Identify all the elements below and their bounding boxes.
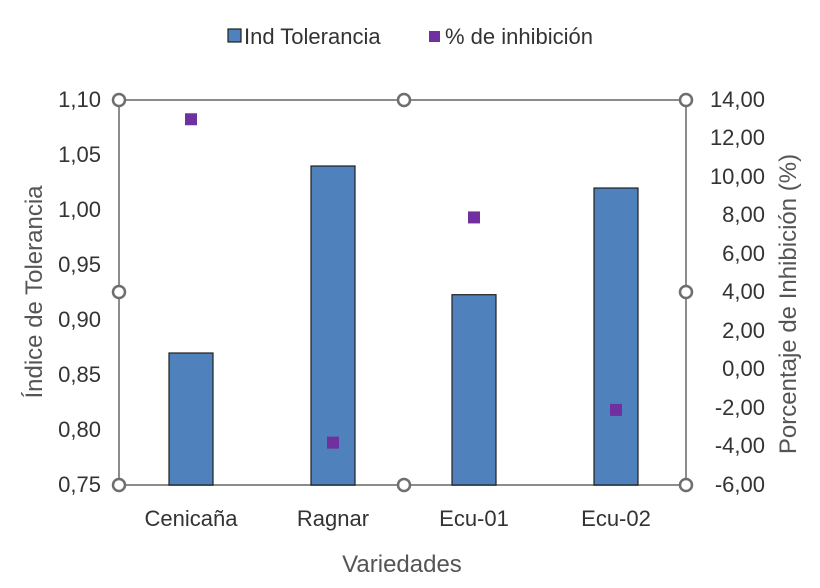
legend: Ind Tolerancia % de inhibición [227,24,593,49]
legend-label-inhibicion: % de inhibición [445,24,593,49]
marker-1 [185,113,197,126]
y2-tick-label: 6,00 [722,241,765,266]
y2-tick-label: 12,00 [710,125,765,150]
handle-top-center [396,92,412,108]
y-tick-label: 0,75 [58,472,101,497]
y2-tick-label: 2,00 [722,318,765,343]
x-axis-title: Variedades [342,551,462,578]
y2-tick-label: 8,00 [722,202,765,227]
handle-middle-left [111,284,127,300]
y-tick-label: 1,05 [58,142,101,167]
y2-tick-label: 10,00 [710,164,765,189]
y-axis-right-ticks: -6,00 -4,00 -2,00 0,00 2,00 4,00 6,00 8,… [710,87,765,497]
marker-3 [468,211,480,224]
y2-tick-label: -6,00 [715,472,765,497]
y-tick-label: 0,95 [58,252,101,277]
y2-tick-label: 14,00 [710,87,765,112]
bar-4 [593,187,639,486]
y-tick-label: 1,00 [58,197,101,222]
x-axis-ticks: Cenicaña Ragnar Ecu-01 Ecu-02 [145,506,651,531]
y-tick-label: 1,10 [58,87,101,112]
marker-4 [610,403,622,416]
y-axis-left-title: Índice de Tolerancia [21,185,48,399]
y-tick-label: 0,90 [58,307,101,332]
handle-bottom-left [111,477,127,493]
handle-bottom-center [396,477,412,493]
legend-label-tolerancia: Ind Tolerancia [244,24,381,49]
y-axis-left-ticks: 0,75 0,80 0,85 0,90 0,95 1,00 1,05 1,10 [58,87,101,497]
marker-series [185,113,622,449]
bar-1 [168,352,214,486]
y2-tick-label: -4,00 [715,433,765,458]
y-axis-right-title: Porcentaje de Inhibición (%) [775,154,802,454]
frame-handles [111,92,694,493]
handle-top-left [111,92,127,108]
handle-bottom-right [678,477,694,493]
x-tick-label: Ecu-02 [581,506,651,531]
y-tick-label: 0,80 [58,417,101,442]
x-tick-label: Ragnar [297,506,369,531]
bar-series [168,165,639,486]
bar-2 [310,165,356,486]
bar-3 [451,294,497,486]
legend-bar-swatch [227,28,242,43]
y2-tick-label: 4,00 [722,279,765,304]
handle-middle-right [678,284,694,300]
handle-top-right [678,92,694,108]
legend-marker-swatch [429,31,440,42]
y2-tick-label: -2,00 [715,395,765,420]
y2-tick-label: 0,00 [722,356,765,381]
x-tick-label: Ecu-01 [439,506,509,531]
x-tick-label: Cenicaña [145,506,239,531]
marker-2 [327,436,339,449]
y-tick-label: 0,85 [58,362,101,387]
